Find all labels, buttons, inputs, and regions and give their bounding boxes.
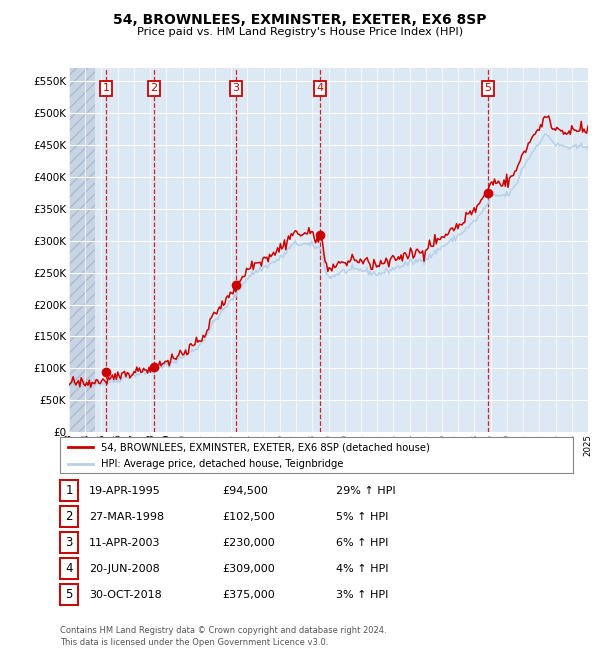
Text: £94,500: £94,500 — [222, 486, 268, 496]
Text: £375,000: £375,000 — [222, 590, 275, 600]
Text: 3% ↑ HPI: 3% ↑ HPI — [336, 590, 388, 600]
Text: £102,500: £102,500 — [222, 512, 275, 522]
Text: 3: 3 — [232, 83, 239, 93]
Text: Price paid vs. HM Land Registry's House Price Index (HPI): Price paid vs. HM Land Registry's House … — [137, 27, 463, 37]
Text: 1: 1 — [103, 83, 110, 93]
Text: 2: 2 — [65, 510, 73, 523]
Text: 11-APR-2003: 11-APR-2003 — [89, 538, 160, 548]
Text: 1: 1 — [65, 484, 73, 497]
Bar — [69, 68, 95, 432]
Text: 20-JUN-2008: 20-JUN-2008 — [89, 564, 160, 574]
Text: 4: 4 — [316, 83, 323, 93]
Text: 5: 5 — [484, 83, 491, 93]
Text: 54, BROWNLEES, EXMINSTER, EXETER, EX6 8SP: 54, BROWNLEES, EXMINSTER, EXETER, EX6 8S… — [113, 13, 487, 27]
Text: 29% ↑ HPI: 29% ↑ HPI — [336, 486, 395, 496]
Text: HPI: Average price, detached house, Teignbridge: HPI: Average price, detached house, Teig… — [101, 458, 344, 469]
Text: 6% ↑ HPI: 6% ↑ HPI — [336, 538, 388, 548]
Text: Contains HM Land Registry data © Crown copyright and database right 2024.
This d: Contains HM Land Registry data © Crown c… — [60, 626, 386, 647]
Text: 4: 4 — [65, 562, 73, 575]
Text: 5: 5 — [65, 588, 73, 601]
Text: 5% ↑ HPI: 5% ↑ HPI — [336, 512, 388, 522]
Text: £309,000: £309,000 — [222, 564, 275, 574]
Text: 54, BROWNLEES, EXMINSTER, EXETER, EX6 8SP (detached house): 54, BROWNLEES, EXMINSTER, EXETER, EX6 8S… — [101, 442, 430, 452]
Text: 27-MAR-1998: 27-MAR-1998 — [89, 512, 164, 522]
Text: £230,000: £230,000 — [222, 538, 275, 548]
Text: 30-OCT-2018: 30-OCT-2018 — [89, 590, 161, 600]
Text: 19-APR-1995: 19-APR-1995 — [89, 486, 161, 496]
Text: 2: 2 — [151, 83, 158, 93]
Text: 4% ↑ HPI: 4% ↑ HPI — [336, 564, 389, 574]
Text: 3: 3 — [65, 536, 73, 549]
